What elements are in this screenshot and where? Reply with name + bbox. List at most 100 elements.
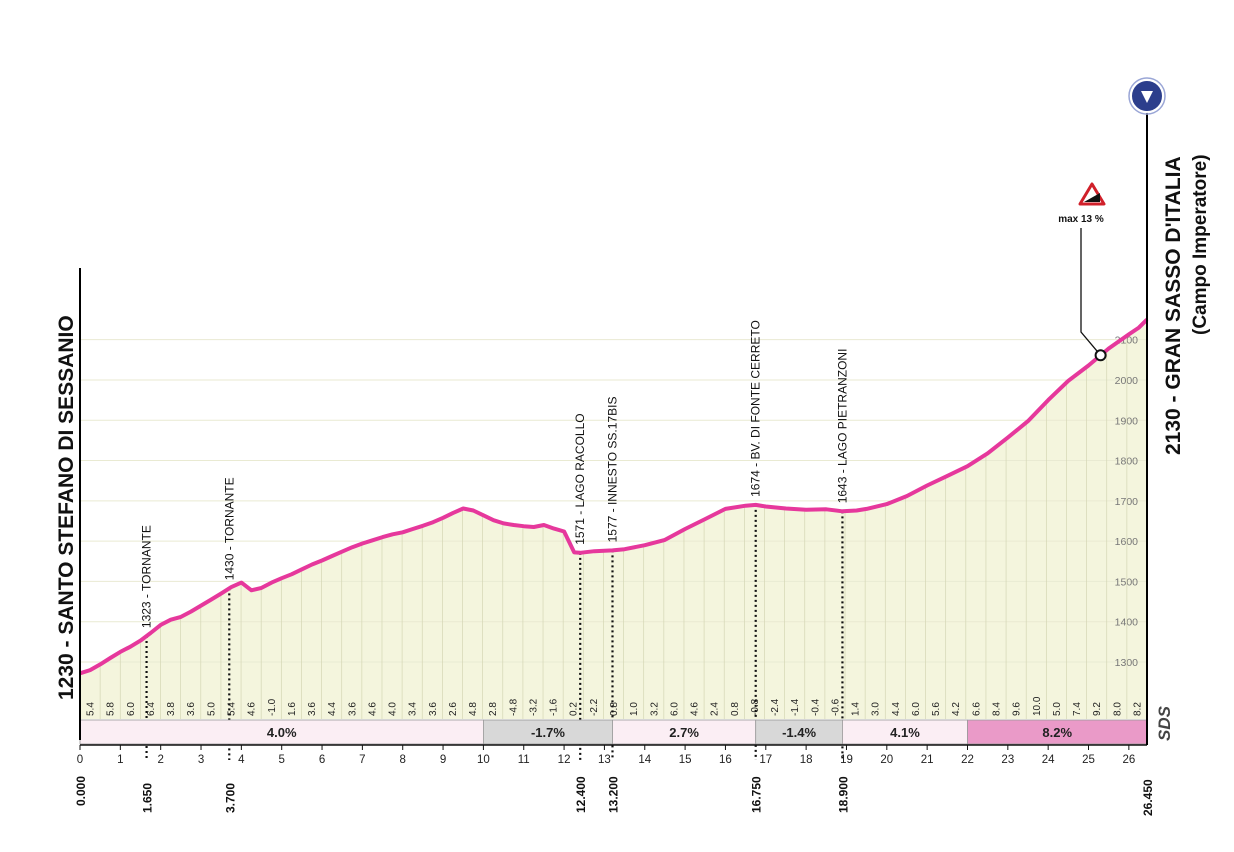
- x-tick-label: 8: [400, 754, 406, 766]
- km-gradient-label: 1.0: [629, 702, 640, 716]
- km-gradient-label: 3.6: [186, 702, 197, 716]
- x-tick-label: 10: [477, 754, 490, 766]
- waypoint-label: 1323 - TORNANTE: [140, 525, 154, 628]
- x-tick-label: 13: [598, 754, 611, 766]
- km-gradient-label: 6.0: [911, 702, 922, 716]
- x-tick-label: 12: [558, 754, 571, 766]
- km-gradient-label: 5.4: [227, 702, 238, 716]
- km-gradient-label: 4.6: [247, 702, 258, 716]
- x-tick-label: 17: [759, 754, 772, 766]
- x-tick-label: 21: [921, 754, 934, 766]
- km-axis: 0 1 2 3 4 5 6 7 8 9 10 11 12 13 14 15 16 17 18 19 20 21 22 23 24…: [77, 744, 1147, 766]
- km-gradient-label: 5.6: [931, 702, 942, 716]
- waypoint-label: 1674 - BV. DI FONTE CERRETO: [749, 320, 763, 497]
- y-tick-label: 1300: [1115, 657, 1139, 669]
- km-gradient-label: 4.6: [367, 702, 378, 716]
- y-tick-labels: 1300 1400 1500 1600 1700 1800 1900 2000 2100: [1115, 335, 1139, 669]
- km-gradient-label: -1.0: [267, 698, 278, 716]
- waypoint-km-label: 3.700: [223, 783, 237, 813]
- y-tick-label: 1900: [1115, 415, 1139, 427]
- finish-label: 2130 - GRAN SASSO D'ITALIA: [1162, 156, 1185, 455]
- km-gradient-label: -1.6: [549, 698, 560, 716]
- waypoint-label: 1571 - LAGO RACOLLO: [573, 413, 587, 544]
- x-tick-label: 4: [238, 754, 245, 766]
- finish-sublabel: (Campo Imperatore): [1190, 154, 1211, 335]
- finish-arrival-icon: [1128, 77, 1166, 115]
- waypoint-km-label: 18.900: [836, 776, 850, 813]
- km-gradient-label: 5.0: [1052, 702, 1063, 716]
- x-tick-label: 20: [880, 754, 893, 766]
- km-gradient-label: 3.2: [649, 702, 660, 716]
- x-tick-label: 23: [1001, 754, 1014, 766]
- km-gradient-label: 10.0: [1032, 696, 1043, 716]
- waypoint-km-label: 13.200: [606, 776, 620, 813]
- gradient-section-label: 4.0%: [267, 725, 297, 740]
- per-km-gradients: 5.4 5.8 6.0 6.4 3.8 3.6 5.0 5.4 4.6 -1.0 1.6 3.6 4.4…: [86, 335, 1143, 719]
- gradient-section-label: -1.7%: [531, 725, 565, 740]
- km-gradient-label: 3.6: [347, 702, 358, 716]
- waypoint-km-label: 1.650: [141, 783, 155, 813]
- max-gradient-point: [1094, 349, 1107, 362]
- km-gradient-label: 8.4: [992, 702, 1003, 716]
- gradient-sections-bar: 4.0% -1.7% 2.7% -1.4% 4.1% 8.2%: [79, 719, 1148, 745]
- x-tick-label: 14: [638, 754, 651, 766]
- y-tick-label: 1500: [1115, 576, 1139, 588]
- max-gradient-leader-line: [1080, 228, 1102, 356]
- x-tick-label: 16: [719, 754, 732, 766]
- km-gradient-label: 7.4: [1072, 702, 1083, 716]
- km-gradient-label: 3.6: [428, 702, 439, 716]
- x-tick-label: 26: [1122, 754, 1135, 766]
- km-gradient-label: -0.6: [831, 698, 842, 716]
- x-tick-label: 18: [800, 754, 813, 766]
- finish-km-label: 26.450: [1141, 779, 1155, 816]
- km-gradient-label: -4.8: [508, 698, 519, 716]
- elevation-line: [79, 318, 1149, 676]
- km-gradient-label: 2.8: [488, 702, 499, 716]
- gradient-section: [967, 719, 1148, 745]
- x-tick-label: 2: [157, 754, 163, 766]
- gradient-section: [79, 719, 484, 745]
- km-gradient-label: 6.6: [971, 702, 982, 716]
- y-tick-label: 1800: [1115, 456, 1139, 468]
- x-tick-label: 11: [518, 754, 530, 766]
- max-gradient-warning-icon: [1078, 182, 1106, 206]
- km-gradient-label: -0.8: [750, 698, 761, 716]
- km-gradient-label: -3.2: [529, 698, 540, 716]
- waypoint-km-label: 12.400: [574, 776, 588, 813]
- x-tick-label: 6: [319, 754, 325, 766]
- km-gradient-label: 4.8: [468, 702, 479, 716]
- km-gradient-label: 9.6: [1012, 702, 1023, 716]
- km-gradient-label: 4.2: [951, 702, 962, 716]
- km-gradient-label: 6.0: [669, 702, 680, 716]
- gradient-section-label: 8.2%: [1042, 725, 1072, 740]
- km-gradient-label: 3.8: [166, 702, 177, 716]
- waypoint-label: 1430 - TORNANTE: [222, 477, 236, 580]
- x-tick-label: 15: [679, 754, 692, 766]
- x-tick-label: 5: [278, 754, 284, 766]
- km-gradient-label: 6.4: [146, 702, 157, 716]
- km-gradient-label: 5.0: [206, 702, 217, 716]
- km-gradient-label: 3.6: [307, 702, 318, 716]
- gradient-section: [612, 719, 757, 745]
- km-gradient-label: 0.8: [730, 702, 741, 716]
- km-gradient-label: 8.2: [1132, 702, 1143, 716]
- x-tick-label: 24: [1042, 754, 1055, 766]
- waypoint-markers: 1323 - TORNANTE 1.650 1430 - TORNANTE 3.700…: [140, 320, 851, 813]
- km-gradient-label: 4.6: [690, 702, 701, 716]
- x-tick-label: 25: [1082, 754, 1095, 766]
- sds-logo: SDS: [1155, 705, 1174, 741]
- km-gradient-label: -2.2: [589, 698, 600, 716]
- profile-line: [79, 318, 1149, 676]
- gradient-section-label: 2.7%: [669, 725, 699, 740]
- km-gradient-label: 5.8: [106, 702, 117, 716]
- max-gradient-label: max 13 %: [1058, 214, 1104, 225]
- km-gradient-label: 2.4: [710, 702, 721, 716]
- km-gradient-label: 3.0: [871, 702, 882, 716]
- gradient-section: [842, 719, 968, 745]
- waypoint-label: 1577 - INNESTO SS.17BIS: [605, 397, 619, 543]
- start-km-label: 0.000: [74, 776, 88, 806]
- km-gradient-label: 2.6: [448, 702, 459, 716]
- y-tick-label: 1400: [1115, 617, 1139, 629]
- km-gradient-label: -1.4: [790, 698, 801, 716]
